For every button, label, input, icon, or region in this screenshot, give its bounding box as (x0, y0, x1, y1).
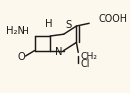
Text: Cl: Cl (80, 59, 90, 69)
Text: CH₂: CH₂ (80, 52, 97, 61)
Text: O: O (18, 52, 26, 62)
Text: N: N (55, 46, 62, 57)
Text: COOH: COOH (98, 14, 127, 24)
Text: S: S (66, 20, 72, 30)
Text: H: H (45, 19, 53, 29)
Text: H: H (21, 27, 28, 36)
Text: H₂N: H₂N (6, 27, 25, 36)
